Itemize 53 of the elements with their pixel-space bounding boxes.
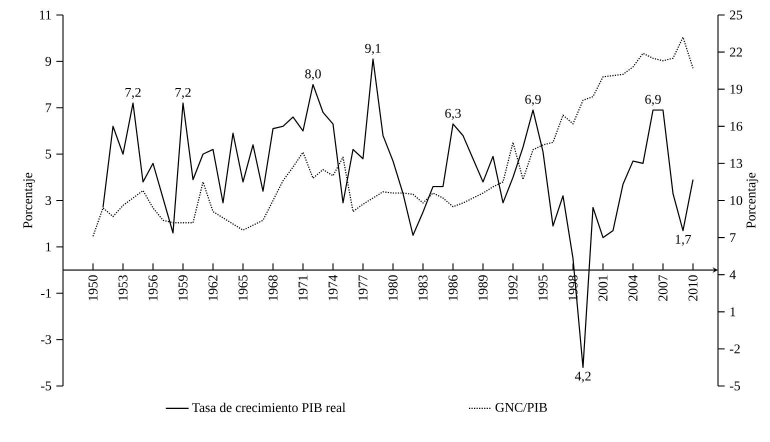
x-tick-label: 2004 xyxy=(628,274,638,301)
x-tick-label: 1962 xyxy=(208,275,218,300)
x-tick-label: 1986 xyxy=(448,275,458,300)
y2-tick-label: 22 xyxy=(730,48,742,57)
y-tick-label: 5 xyxy=(46,150,52,159)
x-tick-label: 1983 xyxy=(418,275,428,300)
legend-label: Tasa de crecimiento PIB real xyxy=(192,402,346,412)
y2-axis-title: Porcentaje xyxy=(746,172,758,228)
x-tick-label: 1971 xyxy=(298,276,308,300)
annotation: 4,2 xyxy=(574,372,591,383)
x-tick-label: 1980 xyxy=(388,275,398,300)
x-tick-label: 1989 xyxy=(478,275,488,300)
annotation: 7,2 xyxy=(176,88,191,99)
y2-tick-label: 7 xyxy=(730,233,736,242)
x-tick-label: 1968 xyxy=(268,275,278,300)
x-tick-label: 1959 xyxy=(178,275,188,300)
y2-tick-label: -5 xyxy=(730,382,740,390)
x-tick-label: 2001 xyxy=(598,276,608,301)
annotation: 6,9 xyxy=(525,94,541,106)
annotation: 9,1 xyxy=(365,44,381,55)
x-tick-label: 2007 xyxy=(658,275,668,301)
y2-tick-label: -2 xyxy=(730,344,740,354)
y-tick-label: -3 xyxy=(41,335,52,344)
x-tick-label: 1974 xyxy=(328,274,338,300)
y-tick-label: -5 xyxy=(41,382,52,390)
annotation: 6,3 xyxy=(445,108,461,120)
x-tick-label: 1977 xyxy=(358,275,368,300)
y2-tick-label: 25 xyxy=(730,10,742,20)
y-tick-label: 9 xyxy=(45,56,52,66)
y2-tick-label: 13 xyxy=(730,158,742,168)
annotation: 6,9 xyxy=(645,94,661,106)
y2-tick-label: 19 xyxy=(730,84,742,94)
annotation: 8,0 xyxy=(305,69,321,80)
annotation: 1,7 xyxy=(676,234,691,246)
x-tick-label: 1992 xyxy=(508,275,518,300)
y-tick-label: 7 xyxy=(46,103,52,112)
y-tick-label: -1 xyxy=(41,288,51,298)
y-tick-label: 1 xyxy=(46,242,51,252)
y2-tick-label: 16 xyxy=(730,122,742,131)
y2-tick-label: 1 xyxy=(730,307,736,316)
y2-tick-label: 10 xyxy=(730,196,742,205)
x-tick-label: 1965 xyxy=(238,275,248,300)
annotation: 7,2 xyxy=(126,88,141,99)
y-tick-label: 3 xyxy=(46,196,52,205)
x-tick-label: 1953 xyxy=(118,275,128,300)
x-tick-label: 1995 xyxy=(538,275,548,300)
y2-tick-label: 4 xyxy=(730,270,736,280)
y-tick-label: 11 xyxy=(40,10,51,20)
x-tick-label: 2010 xyxy=(688,275,698,301)
y-axis-title: Porcentaje xyxy=(23,172,35,228)
x-tick-label: 1950 xyxy=(88,275,98,300)
legend-label: GNC/PIB xyxy=(496,402,547,412)
x-tick-label: 1956 xyxy=(148,275,158,300)
